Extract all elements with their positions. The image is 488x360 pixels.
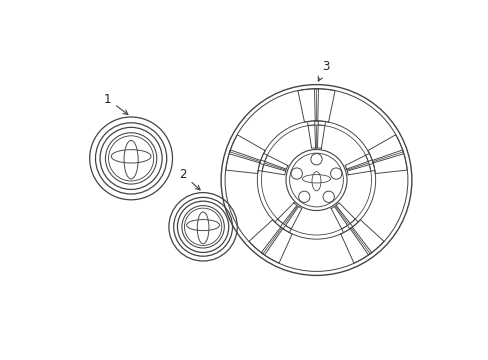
Text: 2: 2 <box>179 168 200 190</box>
Text: 3: 3 <box>318 60 328 81</box>
Text: 1: 1 <box>104 93 128 114</box>
